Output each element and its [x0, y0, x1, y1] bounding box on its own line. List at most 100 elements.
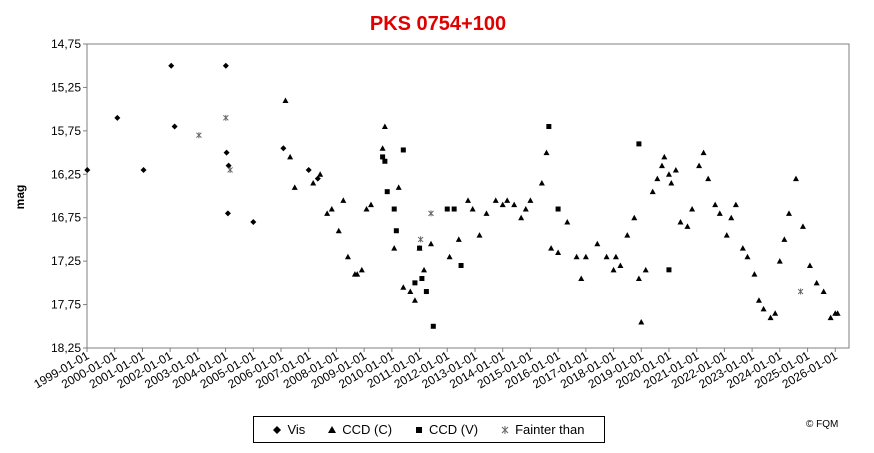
data-point	[776, 258, 783, 264]
data-point	[446, 253, 453, 260]
legend: Vis CCD (C) CCD (V) Fainter than	[253, 416, 605, 443]
data-point	[522, 206, 529, 212]
data-point	[689, 206, 696, 212]
y-tick-label: 16,75	[51, 211, 81, 225]
data-point	[393, 228, 399, 234]
data-point	[739, 245, 746, 251]
data-point	[785, 210, 792, 216]
legend-label-ccd-v: CCD (V)	[429, 422, 479, 437]
data-point	[222, 62, 229, 69]
data-point	[317, 171, 324, 177]
data-point	[499, 201, 506, 208]
data-point	[546, 124, 552, 130]
data-point	[492, 197, 499, 203]
data-point	[411, 297, 418, 303]
data-point	[382, 158, 388, 164]
data-point	[582, 253, 589, 260]
legend-item-vis: Vis	[273, 422, 305, 437]
data-point	[428, 210, 434, 217]
data-point	[728, 214, 735, 221]
data-point	[305, 166, 312, 173]
y-tick-label: 17,75	[51, 298, 81, 312]
data-point	[395, 184, 402, 190]
data-point	[527, 197, 534, 203]
data-point	[564, 219, 571, 225]
data-point	[772, 310, 779, 316]
data-point	[543, 149, 550, 156]
data-point	[696, 162, 703, 169]
data-point	[760, 305, 767, 312]
data-point	[548, 245, 555, 251]
data-point	[280, 145, 287, 152]
data-point	[291, 184, 298, 190]
data-point	[391, 206, 397, 212]
diamond-marker-icon	[273, 425, 282, 434]
data-point	[340, 197, 347, 203]
data-point	[624, 232, 631, 238]
data-point	[444, 206, 450, 212]
y-tick-label: 14,75	[51, 37, 81, 51]
data-point	[665, 171, 672, 177]
data-point	[555, 206, 561, 212]
data-point	[379, 145, 386, 151]
data-point	[335, 227, 342, 234]
chart-title: PKS 0754+100	[370, 13, 506, 35]
data-point	[631, 214, 638, 221]
series-square	[380, 124, 672, 329]
data-point	[636, 141, 642, 147]
y-tick-label: 17,25	[51, 254, 81, 268]
data-point	[400, 147, 406, 153]
data-point	[705, 175, 712, 182]
data-point	[700, 149, 707, 156]
data-point	[476, 232, 483, 238]
data-point	[344, 253, 351, 260]
data-point	[797, 288, 804, 295]
data-point	[367, 201, 374, 208]
data-point	[672, 166, 679, 173]
data-point	[428, 240, 435, 247]
data-point	[363, 206, 370, 212]
data-point	[421, 266, 428, 273]
data-point	[412, 280, 418, 286]
data-point	[287, 153, 294, 160]
x-axis: 1999-01-012000-01-012001-01-012002-01-01…	[31, 348, 840, 391]
data-point	[222, 114, 229, 121]
data-point	[654, 175, 661, 182]
data-point	[250, 219, 257, 226]
series-triangle	[282, 97, 841, 325]
data-point	[407, 288, 414, 295]
data-point	[417, 236, 424, 243]
data-point	[358, 266, 365, 273]
data-point	[820, 288, 827, 295]
data-point	[612, 253, 619, 260]
legend-label-vis: Vis	[287, 422, 306, 437]
data-point	[417, 245, 423, 251]
data-point	[224, 210, 231, 217]
data-point	[455, 236, 462, 242]
data-point	[196, 132, 202, 139]
data-point	[391, 245, 398, 251]
data-point	[451, 206, 457, 212]
y-tick-label: 15,75	[51, 124, 81, 138]
data-point	[658, 162, 665, 169]
data-point	[751, 271, 758, 277]
data-point	[642, 266, 649, 273]
data-point	[668, 179, 675, 186]
data-point	[511, 201, 518, 208]
data-point	[400, 284, 407, 290]
data-point	[171, 123, 178, 130]
data-point	[469, 206, 476, 212]
legend-label-ccd-c: CCD (C)	[342, 422, 393, 437]
y-tick-label: 18,25	[51, 341, 81, 355]
data-point	[328, 206, 335, 212]
legend-item-ccd-v: CCD (V)	[415, 422, 478, 437]
asterisk-marker-icon	[501, 425, 509, 434]
data-point	[430, 323, 436, 329]
data-point	[732, 201, 739, 208]
data-point	[465, 197, 472, 203]
data-point	[555, 249, 562, 255]
data-point	[223, 149, 230, 156]
data-point	[834, 310, 841, 316]
data-point	[666, 267, 672, 273]
